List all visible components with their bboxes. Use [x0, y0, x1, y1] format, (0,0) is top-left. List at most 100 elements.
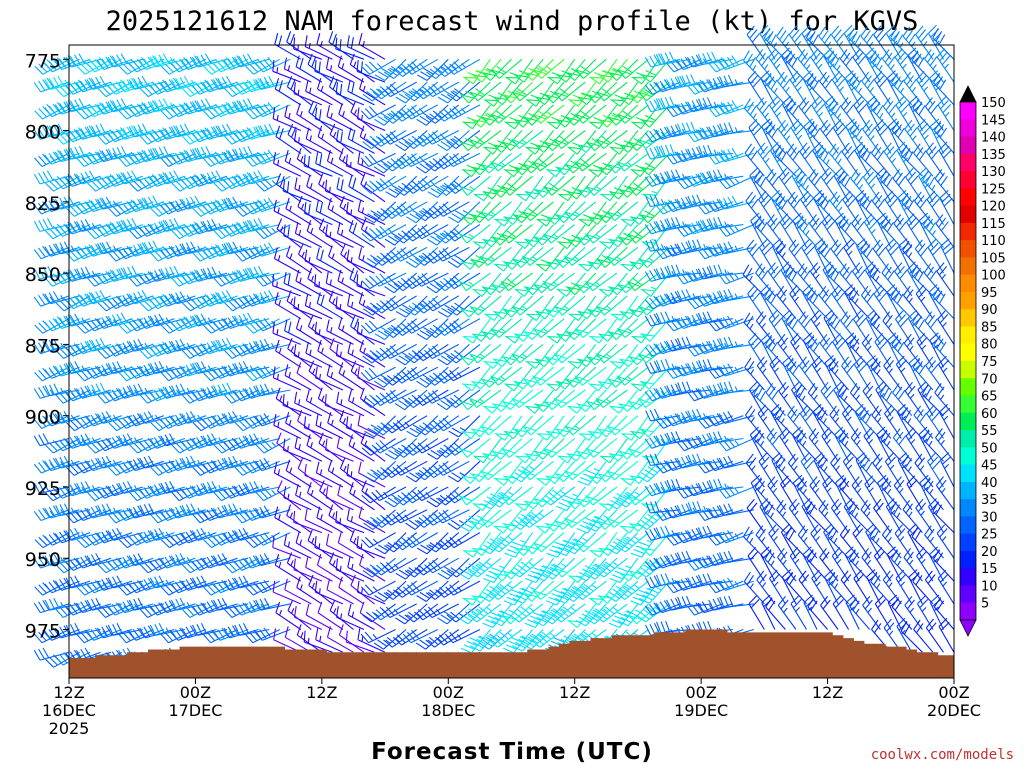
x-tick-label: 00Z: [180, 683, 211, 702]
wind-barb: [666, 532, 702, 546]
wind-barb: [841, 356, 860, 391]
wind-barb: [492, 81, 523, 106]
wind-barb: [76, 266, 112, 280]
wind-barb: [627, 603, 660, 625]
wind-barb: [573, 580, 607, 600]
wind-barb: [575, 438, 607, 460]
wind-barb: [414, 295, 449, 314]
wind-barb: [811, 355, 829, 391]
wind-barb: [666, 264, 702, 277]
wind-barb: [223, 603, 259, 618]
wind-barb: [698, 144, 733, 158]
wind-barb: [832, 595, 850, 630]
wind-barb: [666, 169, 702, 182]
wind-barb: [787, 453, 807, 488]
wind-barb: [462, 532, 491, 558]
wind-barb: [605, 460, 639, 481]
wind-barb: [832, 119, 850, 154]
wind-barb: [118, 532, 154, 549]
wind-barb: [504, 318, 534, 344]
wind-barb: [922, 215, 944, 248]
wind-barb: [425, 580, 460, 600]
wind-barb: [894, 262, 913, 297]
wind-barb: [544, 509, 576, 532]
wind-barb: [745, 191, 765, 225]
wind-barb: [274, 33, 302, 60]
wind-barb: [595, 130, 628, 150]
wind-barb: [149, 623, 186, 636]
wind-barb: [160, 415, 196, 429]
wind-barb: [212, 149, 249, 165]
wind-barb: [446, 389, 481, 409]
wind-barb: [718, 289, 754, 302]
wind-barb: [928, 498, 944, 533]
wind-barb: [929, 594, 944, 630]
wind-barb: [843, 238, 860, 274]
wind-barb: [413, 438, 449, 454]
wind-barb: [171, 271, 207, 287]
wind-barb: [107, 602, 144, 616]
wind-barb: [608, 130, 639, 155]
wind-barb: [676, 437, 712, 452]
wind-barb: [802, 546, 818, 582]
wind-barb: [458, 438, 491, 458]
wind-barb: [615, 580, 649, 600]
wind-barb: [833, 381, 850, 416]
wind-barb: [96, 100, 133, 115]
wind-barb: [521, 246, 554, 266]
x-tick-label: 18DEC: [421, 701, 475, 720]
wind-barb: [33, 555, 70, 569]
wind-barb: [461, 153, 491, 178]
wind-barb: [65, 623, 101, 636]
y-tick-label: 775: [25, 50, 61, 72]
wind-barb: [139, 100, 175, 115]
wind-barb: [345, 416, 375, 440]
wind-barb: [118, 415, 154, 429]
wind-barb: [191, 127, 228, 143]
wind-barb: [862, 596, 881, 630]
wind-barb: [754, 477, 776, 511]
wind-barb: [295, 484, 323, 511]
wind-barb: [413, 224, 449, 240]
wind-barb: [933, 335, 955, 368]
wind-barb: [191, 435, 228, 449]
wind-barb: [864, 261, 881, 297]
wind-barb: [644, 128, 681, 143]
wind-barb: [718, 485, 755, 499]
wind-barb: [915, 284, 934, 320]
colorbar-swatch: [960, 309, 976, 327]
wind-barb: [275, 339, 302, 368]
wind-barb: [935, 428, 955, 462]
wind-barb: [65, 79, 101, 95]
wind-barb: [676, 175, 712, 190]
wind-barb: [501, 81, 533, 104]
wind-barb: [489, 152, 523, 172]
wind-barb: [149, 557, 186, 571]
wind-barb: [708, 318, 744, 332]
wind-barb: [470, 366, 502, 390]
wind-barb: [874, 595, 892, 630]
wind-barb: [424, 201, 460, 220]
wind-barb: [305, 127, 333, 154]
wind-barb: [255, 175, 291, 192]
wind-barb: [414, 603, 449, 621]
wind-barb: [708, 264, 744, 277]
wind-barb: [905, 427, 923, 462]
wind-barb: [677, 595, 712, 609]
x-tick-label: 12Z: [53, 683, 84, 702]
wind-barb: [317, 339, 344, 368]
wind-barb: [886, 70, 902, 106]
wind-barb: [914, 191, 934, 225]
wind-barb: [490, 318, 523, 339]
x-tick-label: 12Z: [812, 683, 843, 702]
wind-barb: [917, 119, 934, 154]
wind-barb: [645, 408, 681, 422]
wind-barb: [139, 389, 175, 404]
wind-barb: [118, 365, 154, 382]
wind-barb: [890, 27, 913, 60]
wind-barb: [234, 415, 270, 432]
colorbar-label: 150: [981, 96, 1006, 111]
wind-barb: [34, 103, 70, 120]
wind-barb: [139, 271, 175, 285]
wind-barb: [34, 58, 70, 75]
